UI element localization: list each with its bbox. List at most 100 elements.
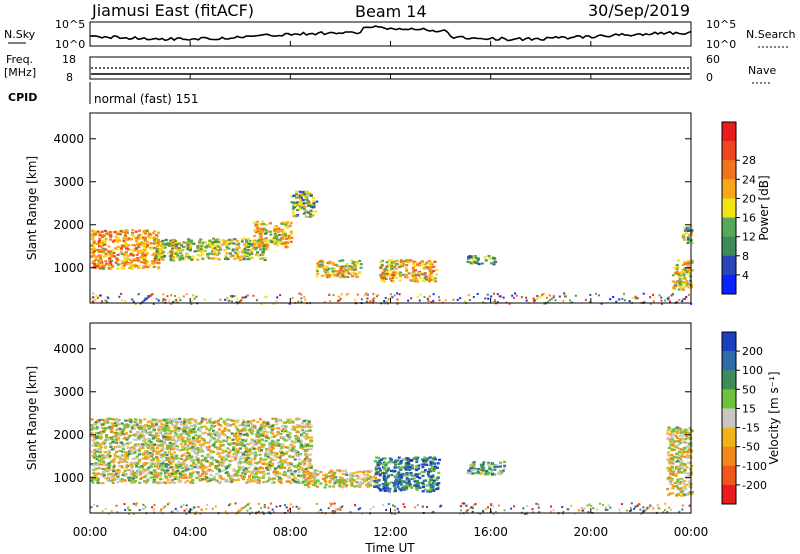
y-tick-label: 4000 [53,342,84,356]
colorbar-swatch [722,408,736,428]
colorbar-swatch [722,198,736,218]
noise-pixel [205,508,208,511]
x-tick-label: 00:00 [674,525,709,539]
noise-pixel [197,505,200,508]
noise-pixel [361,512,364,515]
noise-pixel [644,508,647,511]
noise-pixel [670,294,673,297]
noise-pixel [151,506,154,509]
noise-pixel [656,504,659,507]
noise-pixel [396,292,399,295]
noise-pixel [234,502,237,505]
colorbar-swatch [722,160,736,180]
x-tick-label: 00:00 [73,525,108,539]
colorbar-swatch [722,141,736,161]
noise-pixel [421,505,424,508]
noise-pixel [190,302,193,305]
noise-pixel [459,504,462,507]
nsky-tick-bottom: 10^0 [55,38,85,51]
noise-pixel [275,505,278,508]
noise-pixel [618,508,621,511]
noise-pixel [224,298,227,301]
radar-title: Jiamusi East (fitACF) [91,1,254,20]
noise-pixel [535,502,538,505]
noise-pixel [652,293,655,296]
noise-pixel [461,502,464,505]
noise-pixel [628,300,631,303]
noise-pixel [244,505,247,508]
noise-pixel [418,299,421,302]
noise-pixel [492,292,495,295]
noise-pixel [606,508,609,511]
noise-pixel [331,510,334,513]
noise-pixel [240,299,243,302]
noise-pixel [185,504,188,507]
power-echo-patch [379,259,439,283]
colorbar-tick-label: -100 [742,460,767,473]
colorbar-tick-label: 100 [742,364,763,377]
noise-pixel [498,295,501,298]
noise-pixel [471,510,474,513]
colorbar-tick-label: -200 [742,479,767,492]
noise-pixel [163,506,166,509]
freq-tick-bottom: 8 [66,71,73,84]
noise-pixel [120,292,123,295]
nsky-trace [89,25,692,42]
noise-pixel [174,507,177,510]
noise-pixel [635,505,638,508]
noise-pixel [173,294,176,297]
noise-pixel [330,502,333,505]
noise-pixel [588,503,591,506]
noise-pixel [298,292,301,295]
noise-pixel [552,296,555,299]
noise-pixel [269,502,272,505]
noise-pixel [600,302,603,305]
colorbar-swatch [722,351,736,371]
colorbar-swatch [722,122,736,142]
noise-pixel [470,506,473,509]
noise-pixel [464,300,467,303]
noise-pixel [246,294,249,297]
noise-pixel [626,509,629,512]
noise-pixel [584,298,587,301]
noise-pixel [684,297,687,300]
noise-pixel [531,511,534,514]
noise-pixel [178,296,181,299]
noise-pixel [688,504,691,507]
noise-pixel [634,295,637,298]
noise-pixel [563,292,566,295]
noise-pixel [275,300,278,303]
noise-pixel [354,298,357,301]
noise-pixel [619,511,622,514]
noise-pixel [360,298,363,301]
noise-pixel [642,292,645,295]
noise-pixel [137,293,140,296]
noise-pixel [675,301,678,304]
noise-pixel [609,506,612,509]
noise-pixel [248,512,251,515]
noise-pixel [147,296,150,299]
noise-pixel [432,299,435,302]
noise-pixel [246,503,249,506]
noise-pixel [570,504,573,507]
noise-pixel [279,294,282,297]
nave-label: Nave [748,64,776,77]
noise-pixel [138,509,141,512]
noise-pixel [329,502,332,505]
colorbar-tick-label: 8 [742,250,749,263]
noise-pixel [291,297,294,300]
noise-pixel [531,508,534,511]
power-echo-patch [252,220,294,249]
nsky-label: N.Sky [4,28,36,41]
noise-pixel [372,299,375,302]
noise-pixel [359,507,362,510]
noise-pixel [176,509,179,512]
noise-pixel [643,509,646,512]
noise-pixel [582,509,585,512]
noise-pixel [499,295,502,298]
noise-pixel [166,295,169,298]
noise-pixel [388,298,391,301]
noise-pixel [396,507,399,510]
noise-pixel [168,299,171,302]
